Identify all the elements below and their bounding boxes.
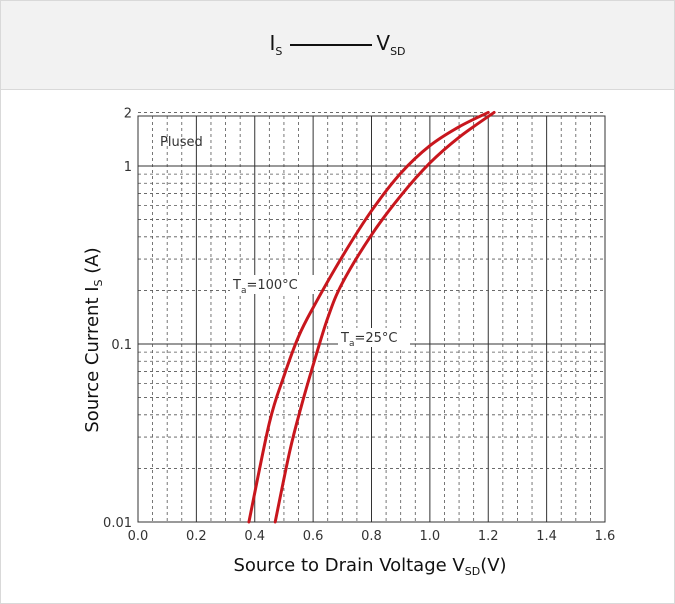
- title-dash: [290, 43, 373, 46]
- x-tick-label: 0.4: [244, 529, 265, 544]
- series-line-ta-100c: [247, 110, 490, 524]
- plot-border: [137, 115, 606, 523]
- title-is-subscript: S: [275, 45, 283, 58]
- series-label-bg: [338, 328, 410, 347]
- title-vsd-subscript: SD: [390, 45, 406, 58]
- x-axis-label: Source to Drain Voltage VSD(V): [233, 555, 506, 578]
- title-vsd: V: [376, 31, 391, 55]
- x-tick-label: 0.8: [361, 529, 382, 544]
- x-tick-label: 1.6: [595, 529, 616, 544]
- series-line-ta-25c: [273, 110, 496, 524]
- series-label-bg: [230, 275, 314, 294]
- grid: [138, 112, 605, 522]
- chart-title: IS VSD: [1, 31, 674, 58]
- x-tick-label: 0.2: [186, 529, 207, 544]
- y-axis-label: Source Current IS (A): [82, 247, 105, 432]
- annotations: Plused Ta=100°C Ta=25°C: [160, 135, 410, 349]
- pulsed-note: Plused: [160, 135, 203, 150]
- series-label-ta-25c: Ta=25°C: [340, 331, 397, 349]
- title-is: I: [269, 31, 276, 55]
- chart-header: IS VSD: [1, 1, 674, 90]
- x-tick-label: 0.0: [128, 529, 149, 544]
- y-tick-label: 2: [124, 106, 132, 121]
- x-tick-label: 1.2: [478, 529, 499, 544]
- y-tick-label: 0.1: [111, 338, 132, 353]
- x-tick-label: 1.4: [536, 529, 557, 544]
- y-tick-label: 0.01: [103, 516, 132, 531]
- x-tick-label: 0.6: [303, 529, 324, 544]
- curves: [247, 110, 496, 524]
- x-tick-label: 1.0: [420, 529, 441, 544]
- series-label-ta-100c: Ta=100°C: [232, 278, 298, 296]
- ticks: 0.0 0.2 0.4 0.6 0.8 1.0 1.2 1.4 1.6 0.01 0.1 1 2: [103, 106, 615, 544]
- y-tick-label: 1: [124, 160, 132, 175]
